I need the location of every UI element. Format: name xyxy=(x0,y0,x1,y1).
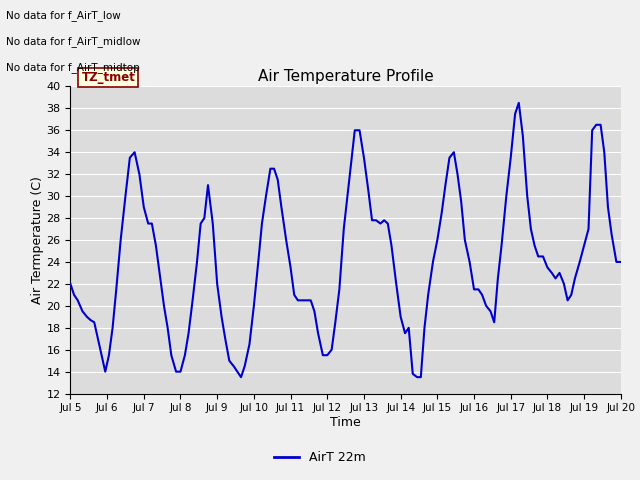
Text: No data for f_AirT_midtop: No data for f_AirT_midtop xyxy=(6,62,140,73)
Legend: AirT 22m: AirT 22m xyxy=(269,446,371,469)
Text: TZ_tmet: TZ_tmet xyxy=(81,71,135,84)
X-axis label: Time: Time xyxy=(330,416,361,429)
Text: No data for f_AirT_midlow: No data for f_AirT_midlow xyxy=(6,36,141,47)
Title: Air Temperature Profile: Air Temperature Profile xyxy=(258,69,433,84)
Text: No data for f_AirT_low: No data for f_AirT_low xyxy=(6,10,121,21)
Y-axis label: Air Termperature (C): Air Termperature (C) xyxy=(31,176,44,304)
